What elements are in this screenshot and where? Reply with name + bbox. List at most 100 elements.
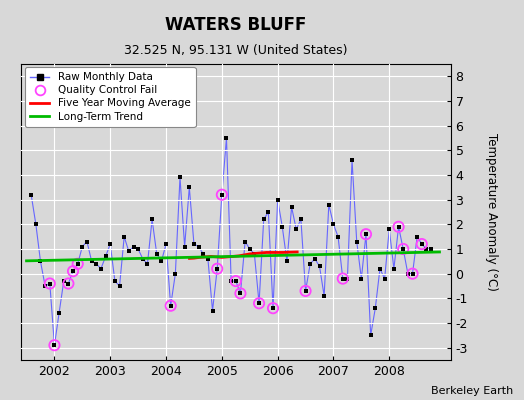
- Point: [46, 280, 54, 287]
- Point: [339, 276, 347, 282]
- Point: [36, 258, 45, 264]
- Point: [329, 221, 337, 228]
- Point: [418, 241, 426, 247]
- Point: [111, 278, 119, 284]
- Point: [190, 241, 198, 247]
- Point: [380, 276, 389, 282]
- Point: [180, 243, 189, 250]
- Point: [246, 246, 254, 252]
- Point: [148, 216, 156, 223]
- Point: [50, 342, 59, 348]
- Point: [427, 246, 435, 252]
- Point: [83, 238, 91, 245]
- Point: [250, 251, 258, 257]
- Point: [194, 243, 203, 250]
- Y-axis label: Temperature Anomaly (°C): Temperature Anomaly (°C): [485, 133, 498, 291]
- Point: [339, 276, 347, 282]
- Point: [325, 202, 333, 208]
- Point: [366, 332, 375, 338]
- Point: [241, 238, 249, 245]
- Point: [217, 192, 226, 198]
- Point: [301, 288, 310, 294]
- Point: [259, 216, 268, 223]
- Point: [297, 216, 305, 223]
- Point: [311, 256, 319, 262]
- Point: [129, 243, 138, 250]
- Point: [60, 278, 68, 284]
- Legend: Raw Monthly Data, Quality Control Fail, Five Year Moving Average, Long-Term Tren: Raw Monthly Data, Quality Control Fail, …: [25, 67, 195, 127]
- Point: [171, 270, 180, 277]
- Point: [236, 290, 245, 297]
- Point: [283, 258, 291, 264]
- Point: [315, 263, 324, 270]
- Point: [422, 246, 431, 252]
- Point: [399, 246, 407, 252]
- Point: [357, 276, 366, 282]
- Point: [41, 283, 49, 289]
- Point: [395, 224, 403, 230]
- Point: [73, 261, 82, 267]
- Point: [362, 231, 370, 238]
- Point: [162, 241, 170, 247]
- Point: [92, 261, 101, 267]
- Point: [167, 302, 175, 309]
- Point: [227, 278, 235, 284]
- Point: [390, 266, 398, 272]
- Point: [64, 280, 73, 287]
- Point: [255, 300, 263, 306]
- Point: [27, 192, 35, 198]
- Point: [64, 280, 73, 287]
- Point: [301, 288, 310, 294]
- Point: [278, 224, 287, 230]
- Point: [348, 157, 356, 164]
- Point: [232, 278, 240, 284]
- Point: [55, 310, 63, 316]
- Point: [46, 280, 54, 287]
- Point: [69, 268, 77, 274]
- Point: [143, 261, 151, 267]
- Point: [371, 305, 379, 312]
- Point: [176, 174, 184, 181]
- Point: [69, 268, 77, 274]
- Point: [199, 251, 208, 257]
- Point: [408, 270, 417, 277]
- Point: [418, 241, 426, 247]
- Point: [236, 290, 245, 297]
- Point: [115, 283, 124, 289]
- Point: [362, 231, 370, 238]
- Point: [334, 234, 342, 240]
- Point: [287, 204, 296, 210]
- Point: [31, 221, 40, 228]
- Point: [274, 196, 282, 203]
- Point: [138, 256, 147, 262]
- Text: WATERS BLUFF: WATERS BLUFF: [165, 16, 307, 34]
- Point: [269, 305, 277, 312]
- Point: [125, 248, 133, 255]
- Point: [353, 238, 361, 245]
- Text: Berkeley Earth: Berkeley Earth: [431, 386, 514, 396]
- Point: [50, 342, 59, 348]
- Point: [408, 270, 417, 277]
- Point: [185, 184, 193, 190]
- Point: [73, 261, 82, 267]
- Point: [213, 266, 222, 272]
- Text: 32.525 N, 95.131 W (United States): 32.525 N, 95.131 W (United States): [124, 44, 347, 57]
- Point: [306, 261, 314, 267]
- Point: [213, 266, 222, 272]
- Point: [222, 135, 231, 141]
- Point: [120, 234, 128, 240]
- Point: [395, 224, 403, 230]
- Point: [232, 278, 240, 284]
- Point: [385, 226, 394, 232]
- Point: [78, 243, 86, 250]
- Point: [376, 266, 384, 272]
- Point: [157, 258, 166, 264]
- Point: [102, 253, 110, 260]
- Point: [255, 300, 263, 306]
- Point: [167, 302, 175, 309]
- Point: [403, 270, 412, 277]
- Point: [399, 246, 407, 252]
- Point: [320, 293, 329, 299]
- Point: [209, 308, 217, 314]
- Point: [134, 246, 143, 252]
